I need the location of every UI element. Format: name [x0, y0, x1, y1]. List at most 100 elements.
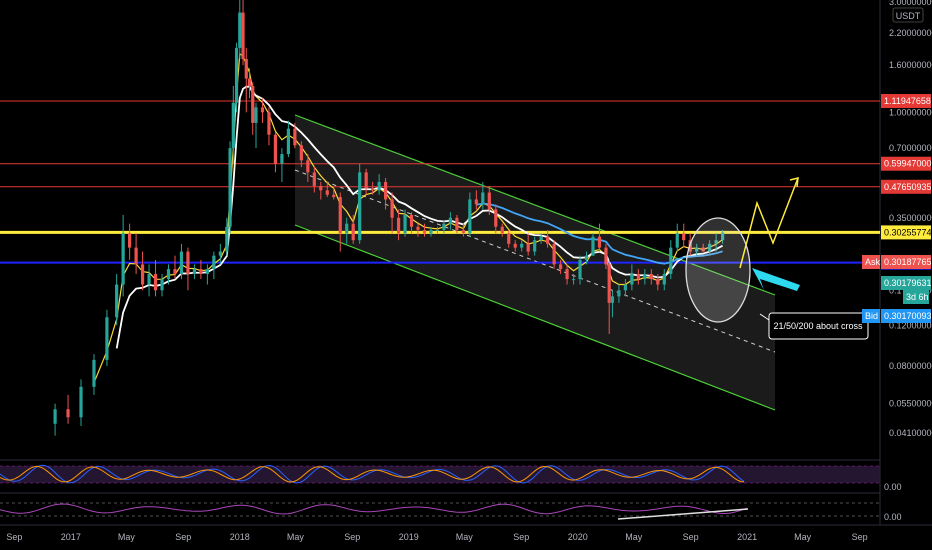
candle-body-62 — [455, 217, 459, 230]
level-tag-box-2[interactable] — [881, 179, 931, 194]
candle-body-0 — [53, 409, 57, 424]
time-tick-1: 2017 — [61, 532, 81, 542]
candle-body-1 — [66, 409, 70, 418]
highlight-circle[interactable] — [685, 217, 751, 323]
candle-body-4 — [105, 317, 109, 360]
candle-body-22 — [225, 226, 229, 252]
time-axis-ticks: Sep 2017 May Sep 2018 May Sep 2019 May Sep 2020 May… — [6, 532, 867, 542]
ask-tag-label: 0.30187765 — [884, 257, 932, 267]
candle-body-85 — [604, 247, 608, 265]
time-tick-7: 2019 — [399, 532, 419, 542]
candle-body-50 — [377, 181, 381, 191]
time-tick-0: Sep — [6, 532, 22, 542]
candle-body-5 — [115, 284, 119, 318]
candle-body-93 — [649, 273, 653, 280]
stoch-axis-value: 0.00 — [884, 482, 902, 492]
candle-body-58 — [429, 229, 433, 234]
candle-body-46 — [351, 223, 355, 241]
candle-body-101 — [701, 247, 705, 252]
channel-upper-line[interactable] — [294, 114, 776, 296]
price-tick-7: 0.12000000 — [889, 320, 932, 330]
candle-body-68 — [494, 209, 498, 227]
candle-body-29 — [247, 78, 252, 86]
candle-body-38 — [299, 145, 303, 161]
time-tick-2: May — [118, 532, 136, 542]
stoch-d-line — [0, 465, 745, 483]
level-tag-box-3[interactable] — [881, 225, 931, 240]
ma-50-line[interactable] — [115, 85, 724, 349]
stoch-band — [0, 466, 880, 483]
time-tick-14: May — [794, 532, 812, 542]
price-tick-4: 0.70000000 — [889, 143, 932, 153]
candle-body-27 — [241, 12, 245, 60]
currency-label-box[interactable] — [892, 7, 924, 23]
candle-body-11 — [153, 273, 158, 291]
candle-body-75 — [539, 236, 543, 241]
level-tag-label-0: 1.11947658 — [884, 96, 931, 106]
candle-body-94 — [656, 279, 660, 285]
candle-body-55 — [409, 214, 414, 227]
candle-body-90 — [630, 273, 634, 285]
candle-body-47 — [358, 172, 362, 241]
candle-body-79 — [565, 269, 569, 280]
callout-box[interactable] — [768, 312, 869, 340]
candle-body-13 — [166, 269, 171, 280]
level-tag-box-0[interactable] — [881, 93, 931, 108]
candle-body-61 — [448, 217, 453, 224]
candle-body-84 — [597, 236, 602, 248]
candle-body-95 — [662, 273, 666, 285]
countdown-tag-box[interactable] — [903, 290, 929, 304]
candle-body-52 — [390, 199, 394, 218]
candle-body-48 — [364, 172, 368, 189]
candle-body-25 — [234, 47, 239, 103]
price-tick-3: 1.00000000 — [889, 107, 932, 117]
level-tag-label-3: 0.30255774 — [884, 227, 932, 237]
candle-body-96 — [669, 247, 673, 274]
last-tag-box[interactable] — [881, 276, 931, 290]
projection-path[interactable] — [739, 177, 799, 269]
candle-body-59 — [435, 229, 440, 231]
candle-body-15 — [179, 251, 184, 274]
time-tick-12: Sep — [683, 532, 699, 542]
candle-body-67 — [487, 192, 491, 210]
bid-tag-box[interactable] — [881, 309, 931, 323]
countdown-tag-label: 3d 6h — [906, 292, 929, 302]
rsi-trendline[interactable] — [617, 508, 749, 520]
candle-body-21 — [218, 251, 222, 256]
candle-body-42 — [325, 190, 329, 195]
candle-body-89 — [623, 284, 627, 291]
candle-body-6 — [121, 233, 125, 285]
level-tag-box-1[interactable] — [881, 156, 931, 171]
candle-body-71 — [513, 243, 517, 248]
candle-body-18 — [199, 269, 203, 274]
candle-body-37 — [293, 128, 297, 146]
rsi-axis-value: 0.00 — [884, 512, 902, 522]
time-tick-9: Sep — [513, 532, 529, 542]
channel-mid-line[interactable] — [294, 169, 776, 353]
ma-200-line[interactable] — [476, 202, 723, 265]
time-tick-3: Sep — [175, 532, 191, 542]
candle-body-80 — [571, 279, 576, 281]
candle-body-43 — [332, 194, 336, 198]
time-tick-10: 2020 — [568, 532, 588, 542]
ask-caption: Ask — [865, 257, 881, 267]
time-tick-4: 2018 — [230, 532, 250, 542]
candle-body-19 — [205, 269, 209, 274]
time-tick-15: Sep — [852, 532, 868, 542]
candle-body-87 — [610, 296, 615, 303]
candle-body-60 — [442, 223, 446, 230]
cyan-arrow-icon[interactable] — [752, 268, 800, 291]
candle-body-20 — [212, 255, 216, 270]
time-tick-8: May — [456, 532, 474, 542]
candle-body-12 — [160, 279, 164, 291]
callout-text: 21/50/200 about cross — [773, 321, 863, 331]
candle-body-72 — [520, 243, 524, 248]
candle-body-73 — [526, 243, 530, 252]
ask-tag-box[interactable] — [881, 255, 931, 269]
projection-arrowhead — [789, 177, 799, 188]
ask-caption-box — [862, 255, 880, 269]
candle-body-81 — [578, 259, 582, 280]
channel-lower-line[interactable] — [294, 224, 776, 411]
candle-body-76 — [546, 236, 550, 244]
